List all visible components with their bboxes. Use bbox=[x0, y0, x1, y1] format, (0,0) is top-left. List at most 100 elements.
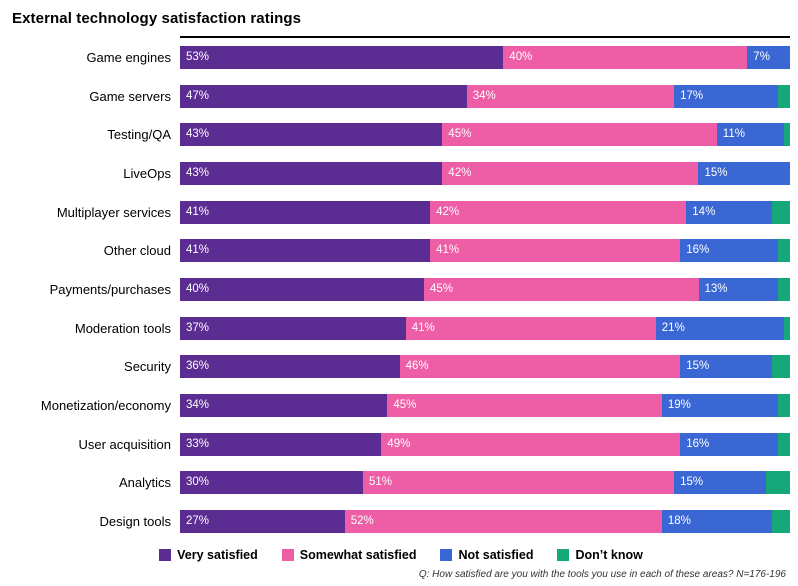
legend-item: Don’t know bbox=[557, 548, 643, 562]
bar-segment bbox=[771, 510, 790, 534]
bar-track: 41% 42% 14% bbox=[180, 200, 790, 224]
bar-segment: 37% bbox=[180, 316, 406, 340]
bar-segment: 36% bbox=[180, 355, 400, 379]
chart-title: External technology satisfaction ratings bbox=[12, 10, 302, 27]
bar-segment: 45% bbox=[387, 394, 662, 418]
bar-segment: 43% bbox=[180, 123, 443, 147]
legend-item: Very satisfied bbox=[159, 548, 258, 562]
bar-track: 53% 40% 7% bbox=[180, 45, 790, 69]
bar-segment: 41% bbox=[180, 200, 431, 224]
bar-segment: 45% bbox=[442, 123, 717, 147]
legend-label: Not satisfied bbox=[458, 548, 534, 562]
bar-segment: 40% bbox=[180, 277, 424, 301]
bar-track: 43% 45% 11% bbox=[180, 123, 790, 147]
category-label: Analytics bbox=[118, 475, 171, 491]
bar-segment: 15% bbox=[674, 471, 766, 495]
footnote: Q: How satisfied are you with the tools … bbox=[418, 569, 786, 580]
category-label: Game engines bbox=[86, 49, 171, 65]
category-label: User acquisition bbox=[78, 436, 172, 452]
bar-segment bbox=[777, 394, 790, 418]
bar-track: 40% 45% 13% bbox=[180, 277, 790, 301]
chart-row: Security 36% 46% 15% bbox=[12, 349, 790, 385]
bar-segment: 15% bbox=[680, 355, 772, 379]
category-label: Game servers bbox=[89, 88, 171, 104]
bar-segment: 30% bbox=[180, 471, 363, 495]
bar-segment: 16% bbox=[680, 239, 778, 263]
category-label: Moderation tools bbox=[74, 320, 171, 336]
chart-row: Game engines 53% 40% 7% bbox=[12, 39, 790, 75]
category-label: Other cloud bbox=[103, 243, 171, 259]
legend-label: Very satisfied bbox=[177, 548, 258, 562]
legend-item: Somewhat satisfied bbox=[281, 548, 417, 562]
legend-label: Somewhat satisfied bbox=[299, 548, 417, 562]
chart-row: Testing/QA 43% 45% 11% bbox=[12, 117, 790, 153]
top-axis-line bbox=[180, 36, 790, 38]
bar-rows: Game engines 53% 40% 7% Game servers 47% 34% 17… bbox=[12, 38, 790, 541]
bar-segment: 40% bbox=[503, 45, 748, 69]
bar-track: 30% 51% 15% bbox=[180, 471, 790, 495]
category-label: LiveOps bbox=[123, 165, 171, 181]
bar-track: 41% 41% 16% bbox=[180, 239, 790, 263]
bar-track: 36% 46% 15% bbox=[180, 355, 790, 379]
bar-segment bbox=[777, 432, 790, 456]
bar-segment: 41% bbox=[405, 316, 656, 340]
bar-segment: 15% bbox=[698, 161, 790, 185]
bar-segment: 13% bbox=[698, 277, 778, 301]
chart-row: Other cloud 41% 41% 16% bbox=[12, 233, 790, 269]
bar-segment: 49% bbox=[381, 432, 681, 456]
bar-track: 43% 42% 15% bbox=[180, 161, 790, 185]
category-label: Multiplayer services bbox=[56, 204, 171, 220]
bar-segment bbox=[777, 84, 790, 108]
bar-segment bbox=[771, 200, 790, 224]
bar-segment: 34% bbox=[466, 84, 675, 108]
bar-segment: 16% bbox=[680, 432, 778, 456]
bar-track: 34% 45% 19% bbox=[180, 394, 790, 418]
category-label: Testing/QA bbox=[107, 127, 171, 143]
bar-segment: 7% bbox=[747, 45, 790, 69]
bar-track: 37% 41% 21% bbox=[180, 316, 790, 340]
bar-segment: 47% bbox=[180, 84, 467, 108]
bar-track: 27% 52% 18% bbox=[180, 510, 790, 534]
bar-segment: 46% bbox=[399, 355, 681, 379]
bar-segment: 51% bbox=[363, 471, 675, 495]
plot-area: Game engines 53% 40% 7% Game servers 47% 34% 17… bbox=[12, 36, 790, 541]
legend-label: Don’t know bbox=[575, 548, 643, 562]
bar-segment: 41% bbox=[180, 239, 431, 263]
bar-segment: 14% bbox=[686, 200, 772, 224]
bar-segment: 42% bbox=[430, 200, 687, 224]
chart-row: Monetization/economy 34% 45% 19% bbox=[12, 388, 790, 424]
chart-row: LiveOps 43% 42% 15% bbox=[12, 155, 790, 191]
category-label: Monetization/economy bbox=[40, 398, 171, 414]
bar-segment: 45% bbox=[424, 277, 699, 301]
bar-segment: 19% bbox=[661, 394, 778, 418]
bar-segment bbox=[783, 316, 790, 340]
bar-segment: 11% bbox=[716, 123, 784, 147]
chart-row: Multiplayer services 41% 42% 14% bbox=[12, 194, 790, 230]
bar-segment: 18% bbox=[661, 510, 772, 534]
bar-segment: 43% bbox=[180, 161, 443, 185]
bar-segment: 21% bbox=[655, 316, 784, 340]
chart-row: Game servers 47% 34% 17% bbox=[12, 78, 790, 114]
category-label: Payments/purchases bbox=[49, 281, 171, 297]
bar-segment: 53% bbox=[180, 45, 504, 69]
bar-segment: 52% bbox=[344, 510, 662, 534]
legend-swatch-icon bbox=[440, 549, 453, 561]
chart-row: User acquisition 33% 49% 16% bbox=[12, 426, 790, 462]
legend-swatch-icon bbox=[159, 549, 172, 561]
category-label: Design tools bbox=[99, 514, 171, 530]
legend-swatch-icon bbox=[557, 549, 570, 561]
chart-row: Analytics 30% 51% 15% bbox=[12, 465, 790, 501]
legend-item: Not satisfied bbox=[440, 548, 533, 562]
bar-segment: 27% bbox=[180, 510, 345, 534]
chart-row: Design tools 27% 52% 18% bbox=[12, 504, 790, 540]
category-label: Security bbox=[124, 359, 171, 375]
bar-segment bbox=[777, 239, 790, 263]
bar-segment: 42% bbox=[442, 161, 699, 185]
bar-segment bbox=[783, 123, 790, 147]
bar-segment bbox=[777, 277, 790, 301]
bar-track: 47% 34% 17% bbox=[180, 84, 790, 108]
chart-row: Payments/purchases 40% 45% 13% bbox=[12, 271, 790, 307]
bar-segment: 17% bbox=[674, 84, 778, 108]
chart-row: Moderation tools 37% 41% 21% bbox=[12, 310, 790, 346]
